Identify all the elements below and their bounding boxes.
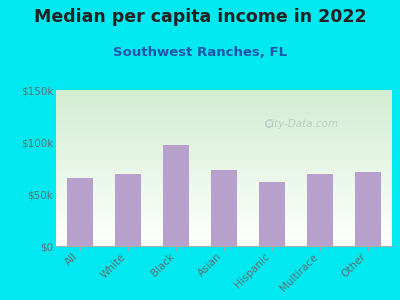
Bar (259, 182, 285, 246)
Bar (211, 170, 237, 246)
Text: ⊙: ⊙ (264, 118, 275, 131)
Text: City-Data.com: City-Data.com (264, 119, 338, 129)
Bar (307, 174, 333, 246)
Bar (67, 178, 93, 246)
Bar (355, 172, 381, 246)
Text: Median per capita income in 2022: Median per capita income in 2022 (34, 8, 366, 26)
Bar (163, 145, 189, 246)
Text: Southwest Ranches, FL: Southwest Ranches, FL (113, 46, 287, 59)
Bar (115, 174, 141, 246)
